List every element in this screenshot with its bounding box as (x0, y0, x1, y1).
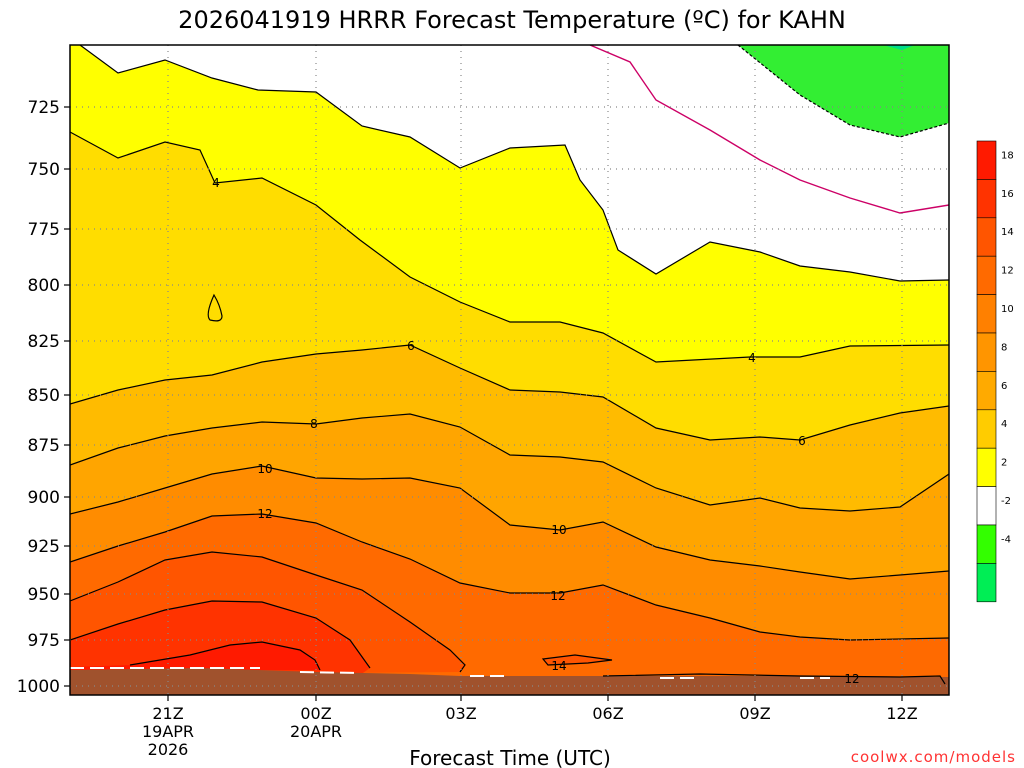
x-tick-label: 06Z (592, 704, 623, 723)
colorbar-swatch (976, 294, 997, 334)
contour-label-text: 10 (551, 523, 566, 537)
credit-text: coolwx.com/models (851, 748, 1016, 766)
colorbar-label: 4 (1001, 419, 1007, 430)
y-tick-label: 900 (28, 488, 60, 508)
contour-label-text: 10 (257, 462, 272, 476)
colorbar-label: 12 (1001, 266, 1014, 277)
x-tick-label: 12Z (886, 704, 917, 723)
y-tick-label: 800 (28, 276, 60, 296)
x-tick-label: 09Z (739, 704, 770, 723)
contour-label-text: 6 (798, 434, 806, 448)
colorbar-label: 8 (1001, 342, 1007, 353)
colorbar-swatch (976, 217, 997, 257)
contour-14 (70, 551, 466, 673)
contour-18 (129, 641, 321, 671)
contour-label-text: 4 (212, 176, 220, 190)
zero-isotherm (737, 45, 949, 138)
colorbar-label: 18 (1001, 150, 1014, 161)
colorbar-swatch (976, 447, 997, 487)
contour-4 (70, 131, 949, 363)
x-axis-title: Forecast Time (UTC) (409, 746, 611, 768)
band-18-plus (70, 642, 320, 670)
contour-label-text: 12 (844, 672, 859, 686)
colorbar-swatch (976, 140, 997, 180)
contour-label-text: 6 (407, 339, 415, 353)
colorbar-label: -4 (1001, 534, 1011, 545)
x-tick-date: 19APR (142, 722, 194, 741)
plot-frame (69, 44, 950, 696)
colorbar-label: 10 (1001, 304, 1014, 315)
contour-2 (79, 45, 949, 282)
contour-label-text: 4 (748, 351, 756, 365)
band-green-dark (883, 45, 915, 50)
contour-label: 14 (551, 659, 566, 673)
colorbar: 18 16 14 12 10 8 6 4 2 -2 -4 (976, 140, 1014, 603)
y-axis: 725 750 775 800 825 850 875 900 925 950 975 1000 (17, 98, 70, 697)
contour-label: 4 (212, 176, 220, 190)
colorbar-swatch (976, 486, 997, 526)
colorbar-label: -2 (1001, 496, 1011, 507)
colorbar-swatch (976, 332, 997, 372)
contour-label-text: 12 (550, 589, 565, 603)
contour-label: 8 (310, 417, 318, 431)
colorbar-swatch (976, 524, 997, 564)
contour-label: 4 (748, 351, 756, 365)
contour-14-pocket (541, 654, 613, 666)
contour-label: 6 (407, 339, 415, 353)
contour-10 (70, 465, 949, 580)
plot-area (70, 45, 949, 695)
contour-label: 6 (798, 434, 806, 448)
y-tick-label: 850 (28, 386, 60, 406)
colorbar-label: 16 (1001, 189, 1014, 200)
contour-12-low (602, 673, 946, 685)
contour-label-text: 14 (551, 659, 566, 673)
contour-label-group: 4 6 8 10 12 14 4 6 10 12 12 (212, 176, 859, 686)
y-tick-label: 875 (28, 436, 60, 456)
x-tick-label: 03Z (445, 704, 476, 723)
contour-label-text: 12 (257, 507, 272, 521)
contour-label-text: 8 (310, 417, 318, 431)
x-tick-year: 2026 (148, 740, 189, 759)
contour-4-droplet (207, 293, 223, 322)
contour-label: 12 (257, 507, 272, 521)
magenta-isotherm (589, 45, 949, 214)
contour-label: 12 (844, 672, 859, 686)
y-tick-label: 975 (28, 631, 60, 651)
y-tick-label: 725 (28, 98, 60, 118)
band-14-16-pocket (543, 655, 612, 665)
band-green (738, 45, 949, 137)
contour-16 (70, 600, 371, 669)
colorbar-swatch (976, 371, 997, 411)
grid-lines (70, 45, 949, 695)
contour-label: 10 (257, 462, 272, 476)
contour-8 (70, 413, 949, 512)
colorbar-swatch (976, 563, 997, 603)
x-tick-label: 00Z (300, 704, 331, 723)
colorbar-swatch (976, 179, 997, 219)
y-tick-label: 750 (28, 160, 60, 180)
x-tick-label: 21Z (152, 704, 183, 723)
colorbar-swatch (976, 409, 997, 449)
contour-label: 12 (550, 589, 565, 603)
ground-highlight (70, 667, 830, 679)
y-tick-label: 925 (28, 537, 60, 557)
colorbar-label: 2 (1001, 458, 1007, 469)
contour-12 (70, 513, 949, 641)
y-tick-label: 775 (28, 220, 60, 240)
contour-6 (70, 344, 949, 441)
colorbar-label: 14 (1001, 227, 1014, 238)
contour-lines (70, 45, 949, 685)
colorbar-label: 6 (1001, 381, 1007, 392)
contour-label: 10 (551, 523, 566, 537)
colorbar-swatch (976, 255, 997, 295)
x-tick-date: 20APR (290, 722, 342, 741)
y-tick-label: 825 (28, 332, 60, 352)
y-tick-label: 1000 (17, 677, 60, 697)
y-tick-label: 950 (28, 585, 60, 605)
ground (70, 668, 949, 695)
chart-title: 2026041919 HRRR Forecast Temperature (ºC… (178, 6, 846, 34)
